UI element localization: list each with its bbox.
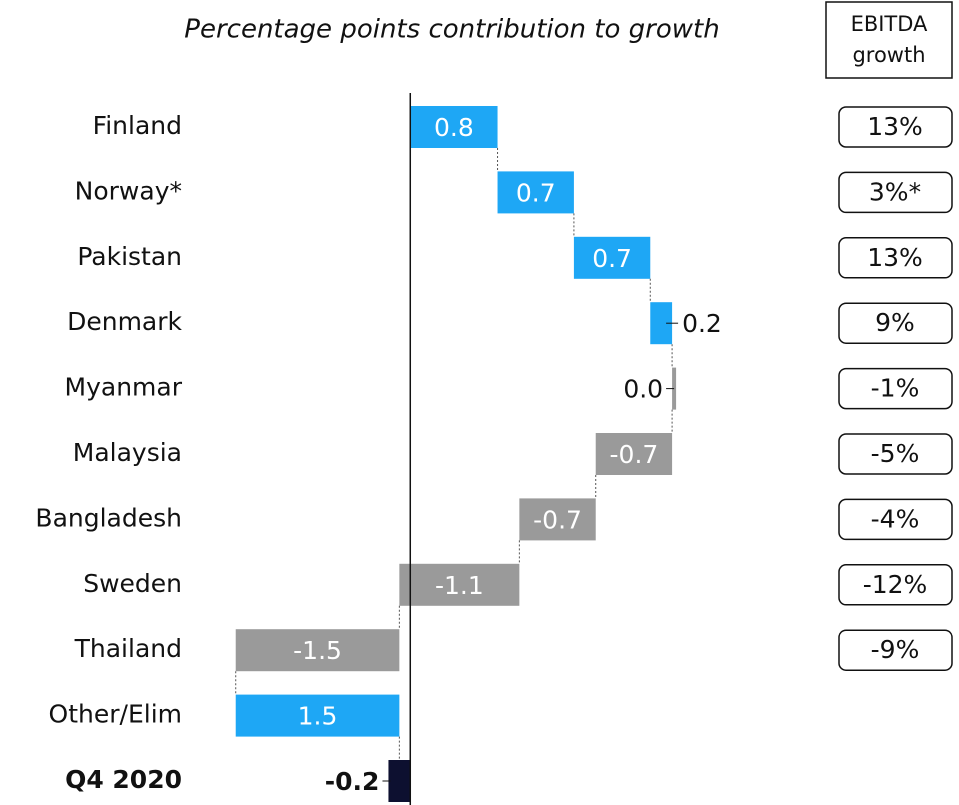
ebitda-value: -1% [871, 374, 920, 403]
category-label: Finland [93, 111, 182, 140]
bar [388, 760, 411, 802]
ebitda-value: -9% [871, 635, 920, 664]
value-label: -0.7 [533, 505, 582, 534]
ebitda-value: -12% [863, 570, 928, 599]
value-label: 0.0 [623, 375, 663, 404]
ebitda-value: -4% [871, 504, 920, 533]
bar [235, 629, 400, 672]
ebitda-value: -5% [871, 439, 920, 468]
ebitda-box [838, 367, 953, 410]
bar [650, 302, 673, 345]
ebitda-value: 13% [867, 243, 923, 272]
ebitda-box [838, 171, 953, 214]
ebitda-box [838, 629, 953, 671]
ebitda-value: 9% [875, 308, 915, 337]
bar [519, 498, 596, 541]
ebitda-box [838, 433, 953, 475]
value-label: -1.1 [435, 571, 484, 600]
bar [410, 106, 498, 148]
ebitda-header-box [825, 1, 953, 79]
ebitda-box [838, 498, 953, 541]
bar [595, 433, 673, 475]
category-label: Other/Elim [49, 700, 182, 729]
category-label: Malaysia [73, 438, 182, 467]
bar [235, 694, 400, 737]
ebitda-box [838, 106, 953, 148]
value-label: 0.2 [682, 309, 722, 338]
category-label: Bangladesh [35, 503, 182, 532]
category-label: Sweden [83, 569, 182, 598]
ebitda-value: 13% [867, 112, 923, 141]
category-label: Norway* [75, 176, 182, 205]
category-label: Denmark [67, 307, 182, 336]
chart-title: Percentage points contribution to growth [184, 15, 719, 45]
value-label: 1.5 [298, 702, 338, 731]
category-label: Myanmar [65, 373, 183, 402]
bar [573, 236, 651, 279]
ebitda-header: EBITDA [851, 12, 928, 36]
value-label: -0.2 [325, 767, 380, 796]
ebitda-value: 3%* [869, 177, 921, 206]
value-label: -0.7 [610, 440, 659, 469]
bar [399, 563, 520, 606]
value-label: -1.5 [293, 636, 342, 665]
ebitda-box [838, 564, 953, 606]
category-label: Q4 2020 [65, 765, 182, 794]
ebitda-box [838, 302, 953, 344]
ebitda-box [838, 237, 953, 279]
value-label: 0.7 [516, 178, 556, 207]
category-label: Pakistan [77, 242, 182, 271]
ebitda-header: growth [852, 43, 925, 67]
value-label: 0.8 [434, 113, 474, 142]
category-label: Thailand [74, 634, 182, 663]
value-label: 0.7 [592, 244, 632, 273]
bar [497, 171, 574, 214]
